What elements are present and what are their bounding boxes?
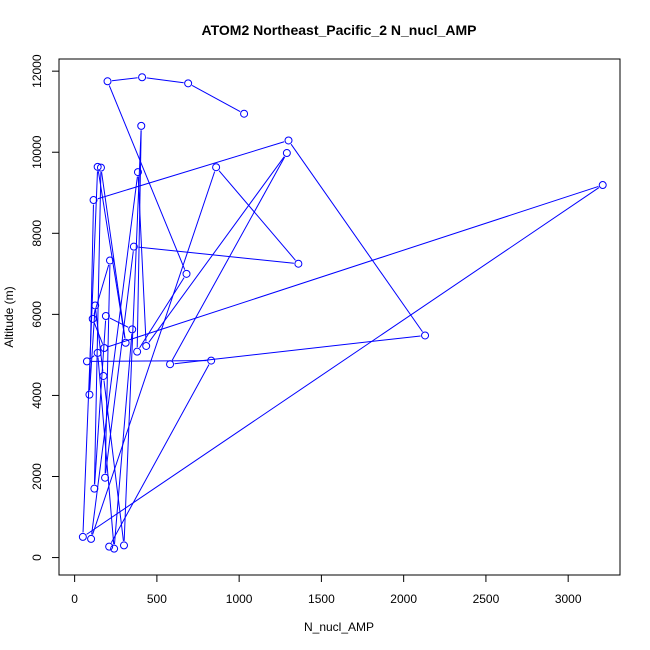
y-tick-label: 10000 — [30, 135, 44, 169]
y-tick-label: 8000 — [30, 220, 44, 247]
x-axis: 0 500 1000 1500 2000 2500 3000 — [71, 574, 582, 606]
series-segment — [138, 246, 294, 264]
series-segment — [90, 355, 95, 359]
data-point — [88, 314, 97, 323]
data-point — [101, 311, 110, 320]
series-segment — [113, 333, 133, 545]
series-segment — [137, 176, 147, 342]
x-tick-label: 2000 — [390, 592, 417, 606]
data-point — [106, 256, 114, 265]
series-segment — [93, 322, 104, 345]
series-segment — [97, 171, 126, 339]
series-segment — [93, 172, 102, 485]
data-point — [129, 242, 138, 251]
y-tick-label: 4000 — [30, 382, 44, 409]
data-point — [90, 484, 99, 493]
data-point — [212, 163, 221, 172]
x-tick-label: 500 — [147, 592, 167, 606]
series-segment — [108, 85, 186, 270]
series-segment — [103, 380, 124, 542]
data-point — [598, 181, 607, 190]
data-point — [110, 544, 119, 553]
data-point — [284, 136, 293, 145]
data-point — [89, 196, 98, 205]
data-point — [133, 347, 142, 356]
data-point — [82, 357, 91, 366]
series-segment — [148, 156, 285, 343]
series-segment — [108, 185, 599, 348]
data-point — [103, 77, 112, 86]
series-segment — [82, 171, 98, 533]
series-segment — [86, 187, 600, 535]
series-segment — [111, 77, 138, 82]
data-point — [119, 541, 128, 550]
series-segment — [97, 357, 115, 545]
series-segment — [174, 335, 421, 365]
series-segment — [139, 277, 185, 349]
data-point — [87, 534, 96, 543]
series-segment — [218, 170, 296, 261]
series-segment — [91, 176, 138, 535]
data-point — [96, 163, 105, 172]
x-tick-label: 0 — [71, 592, 78, 606]
data-point — [138, 73, 147, 82]
x-tick-label: 1000 — [226, 592, 253, 606]
y-tick-label: 12000 — [30, 54, 44, 88]
y-tick-label: 6000 — [30, 301, 44, 328]
series-segment — [93, 264, 110, 315]
data-point — [78, 532, 87, 541]
data-point — [105, 542, 114, 551]
data-point — [137, 121, 146, 130]
series-segment — [97, 141, 285, 200]
series-segment — [171, 156, 286, 361]
series-segment — [290, 143, 423, 333]
data-point — [182, 269, 191, 278]
x-axis-label: N_nucl_AMP — [304, 620, 374, 634]
data-point — [282, 149, 291, 158]
data-point — [121, 338, 130, 347]
data-point — [99, 371, 108, 380]
data-point — [207, 356, 216, 365]
series-segment — [136, 130, 142, 348]
data-point — [142, 341, 151, 350]
data-point — [421, 331, 430, 340]
series-segment — [91, 360, 207, 362]
series-segment — [110, 364, 210, 543]
y-tick-label: 0 — [30, 554, 44, 561]
series-segment — [92, 171, 216, 535]
data-point — [85, 390, 94, 399]
series-segment — [104, 264, 111, 474]
series-segment — [191, 85, 241, 113]
y-tick-label: 2000 — [30, 463, 44, 490]
data-point — [128, 325, 137, 334]
series-segment — [105, 251, 134, 474]
series-segment — [146, 77, 184, 84]
x-tick-label: 2500 — [473, 592, 500, 606]
series-segment — [94, 320, 107, 485]
data-point — [101, 473, 110, 482]
x-tick-label: 1500 — [308, 592, 335, 606]
y-axis: 0 2000 4000 6000 8000 10000 12000 — [30, 54, 60, 561]
data-point — [93, 348, 102, 357]
data-point — [91, 301, 100, 310]
data-point — [93, 162, 102, 171]
series-segment — [109, 317, 129, 328]
series-layer — [78, 73, 607, 553]
chart-title: ATOM2 Northeast_Pacific_2 N_nucl_AMP — [202, 22, 477, 38]
data-point — [240, 109, 249, 118]
data-point — [184, 79, 193, 88]
data-point — [294, 259, 303, 268]
data-point — [166, 360, 175, 369]
series-segment — [101, 172, 126, 339]
data-point — [100, 344, 109, 353]
y-axis-label: Altitude (m) — [2, 286, 16, 347]
series-segment — [123, 130, 142, 541]
data-point — [133, 168, 142, 177]
x-tick-label: 3000 — [555, 592, 582, 606]
